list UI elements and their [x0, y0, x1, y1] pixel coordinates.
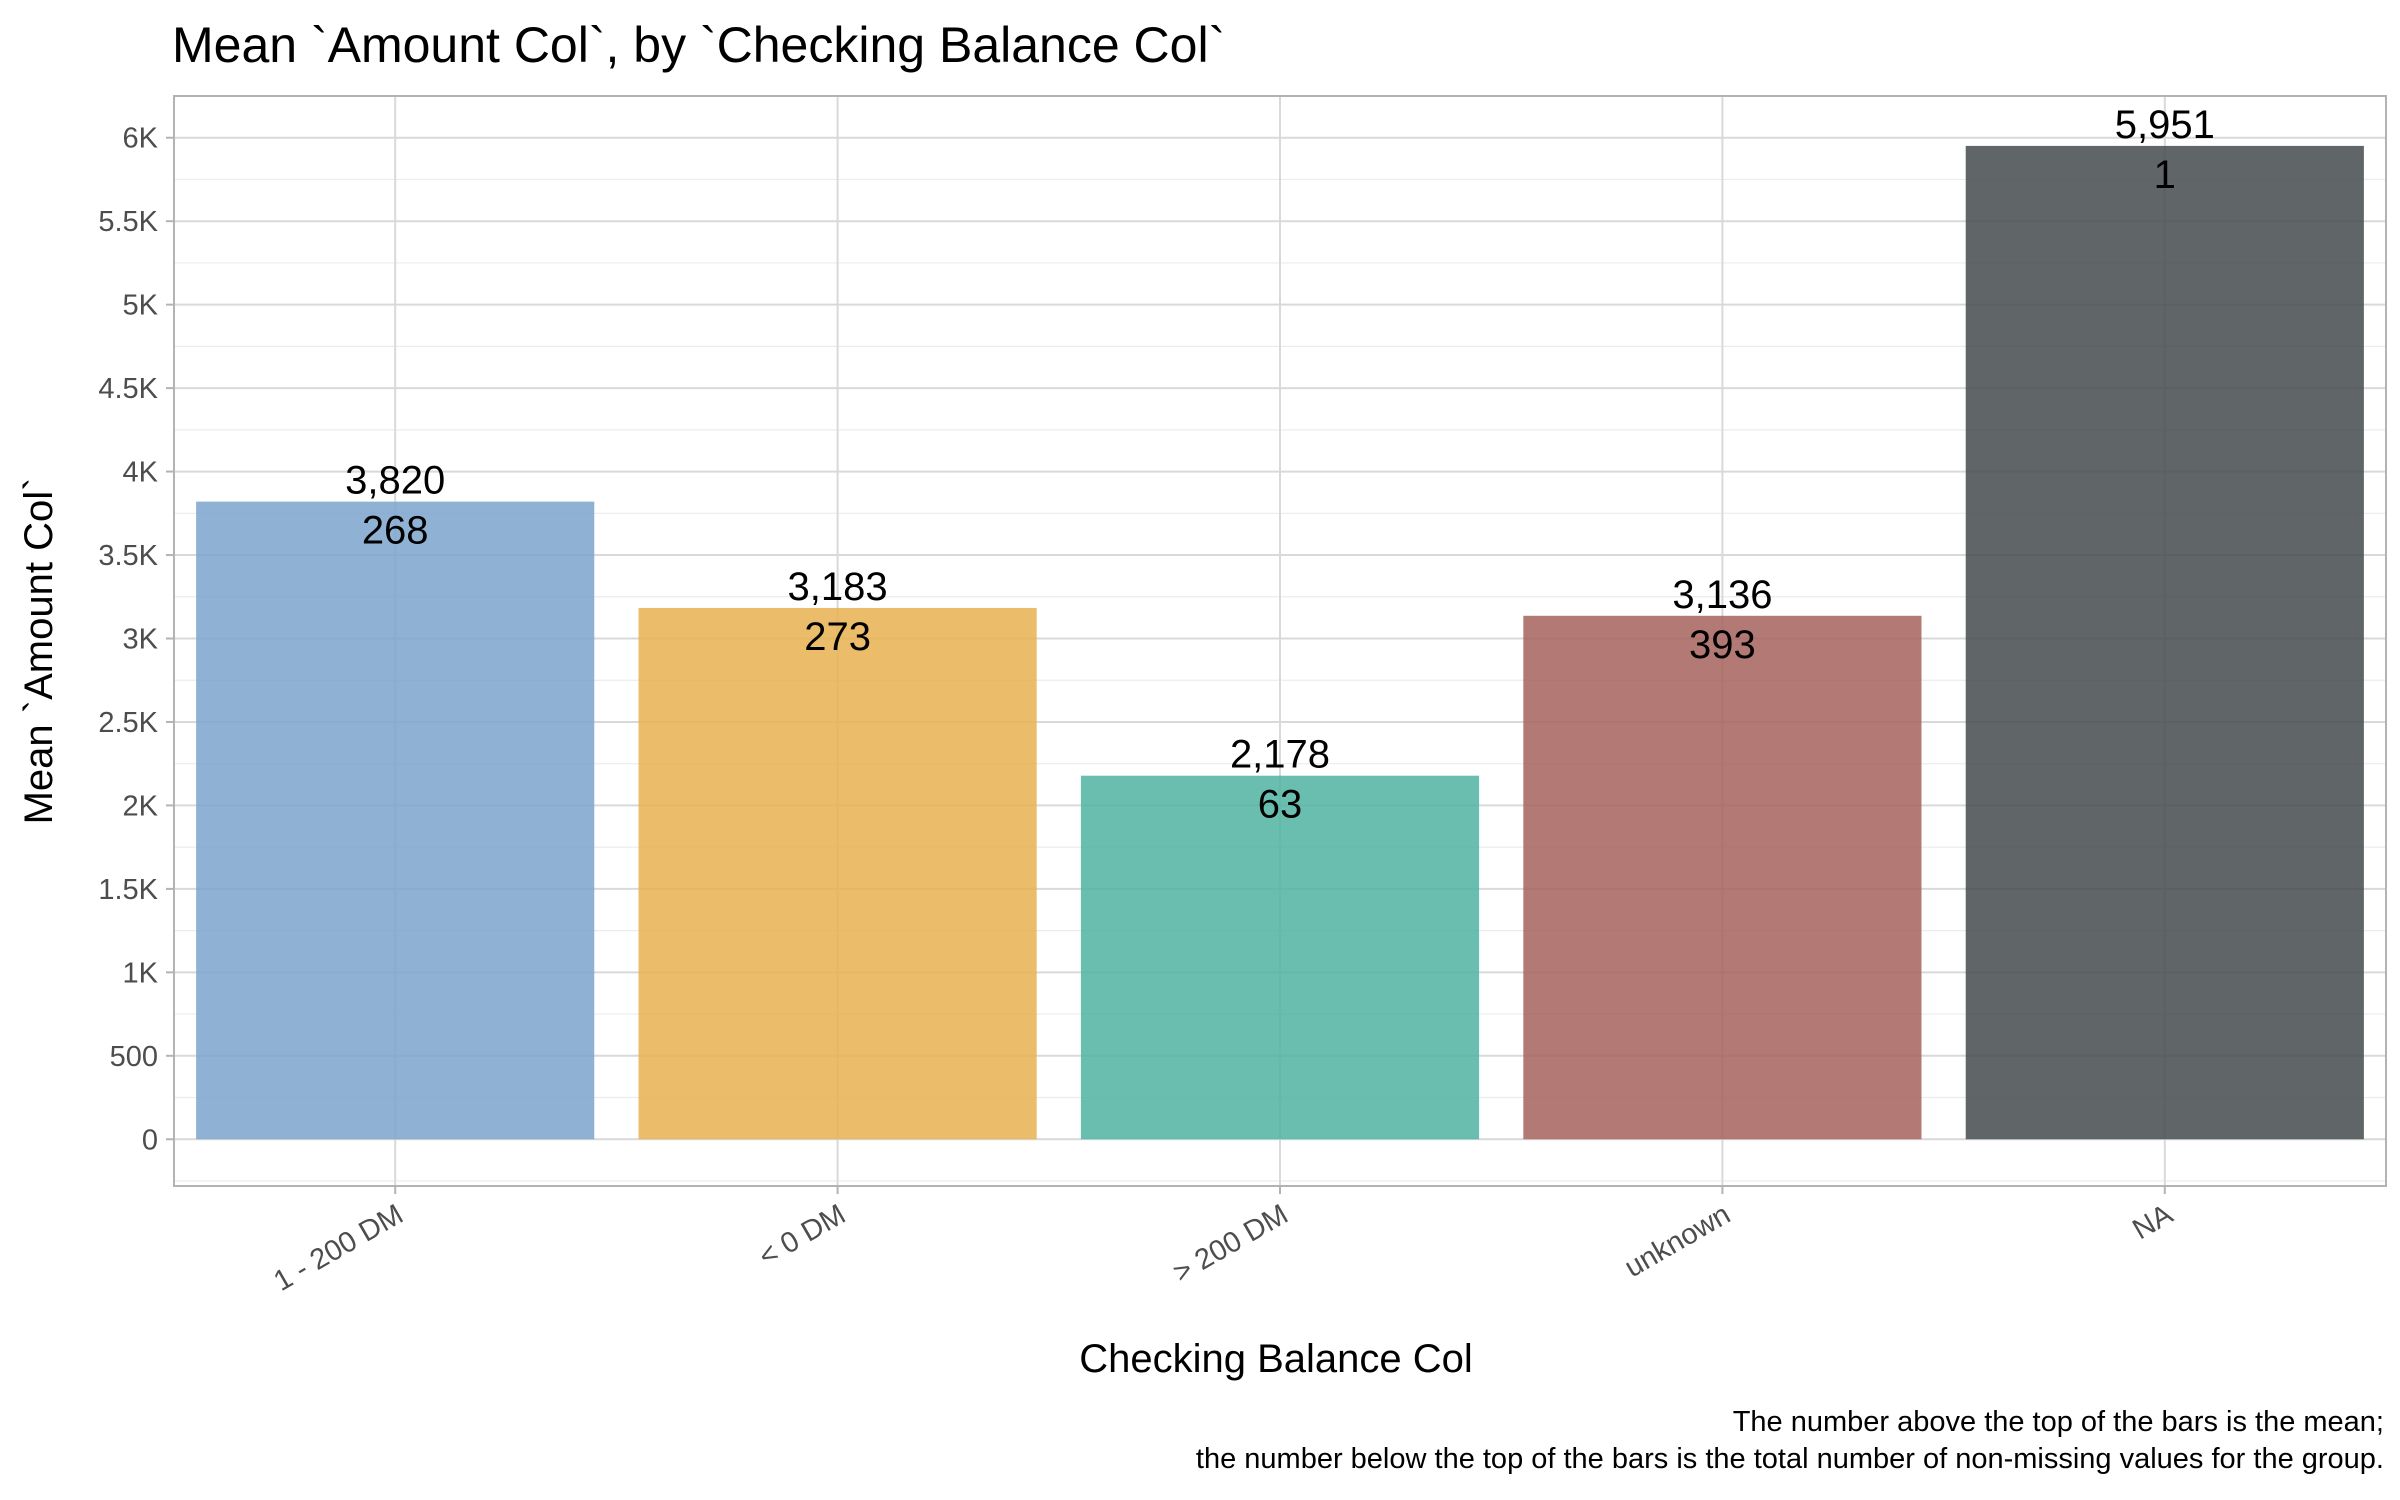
x-tick-label: 1 - 200 DM	[268, 1198, 408, 1297]
y-tick-label: 1.5K	[98, 874, 158, 906]
x-axis: 1 - 200 DM < 0 DM > 200 DM unknown NA	[268, 1186, 2179, 1298]
bar-count-label: 1	[2154, 153, 2176, 197]
y-tick-label: 3.5K	[98, 540, 158, 572]
bar-count-label: 273	[804, 615, 871, 659]
y-tick-label: 0	[142, 1124, 158, 1156]
y-tick-label: 6K	[123, 123, 159, 155]
y-tick-label: 4.5K	[98, 373, 158, 405]
y-tick-label: 5.5K	[98, 206, 158, 238]
y-tick-label: 500	[110, 1041, 158, 1073]
bar-mean-label: 3,820	[345, 459, 445, 503]
y-tick-label: 2.5K	[98, 707, 158, 739]
bars	[196, 145, 2364, 1140]
y-tick-label: 4K	[123, 457, 159, 489]
bar-labels: 3,820 268 3,183 273 2,178 63 3,136 393 5,951 1	[345, 103, 2215, 827]
y-tick-label: 1K	[123, 957, 159, 989]
x-tick-label: < 0 DM	[753, 1198, 851, 1273]
bar-mean-label: 5,951	[2115, 103, 2215, 147]
bar-count-label: 63	[1258, 783, 1303, 827]
y-tick-label: 3K	[123, 623, 159, 655]
y-axis-title: Mean `Amount Col`	[17, 478, 61, 825]
bar	[1080, 775, 1480, 1140]
bar-mean-label: 3,183	[788, 565, 888, 609]
y-axis: 0 500 1K 1.5K 2K 2.5K 3K 3.5K 4K 4.5K 5K 5.5K 6K	[98, 123, 174, 1156]
caption-line: The number above the top of the bars is …	[1733, 1406, 2384, 1438]
caption-line: the number below the top of the bars is …	[1196, 1443, 2384, 1475]
bar-count-label: 393	[1689, 623, 1756, 667]
x-tick-label: NA	[2127, 1198, 2178, 1246]
bar	[196, 501, 595, 1140]
chart-title: Mean `Amount Col`, by `Checking Balance …	[172, 17, 1225, 73]
x-tick-label: unknown	[1619, 1198, 1736, 1284]
bar-mean-label: 3,136	[1672, 573, 1772, 617]
bar	[638, 607, 1037, 1140]
x-axis-title: Checking Balance Col	[1079, 1337, 1473, 1381]
y-tick-label: 2K	[123, 790, 159, 822]
y-tick-label: 5K	[123, 290, 159, 322]
bar-mean-label: 2,178	[1230, 733, 1330, 777]
caption: The number above the top of the bars is …	[1196, 1406, 2384, 1475]
bar-count-label: 268	[362, 509, 429, 553]
bar	[1965, 145, 2364, 1140]
x-tick-label: > 200 DM	[1168, 1198, 1294, 1289]
bar	[1523, 615, 1922, 1140]
